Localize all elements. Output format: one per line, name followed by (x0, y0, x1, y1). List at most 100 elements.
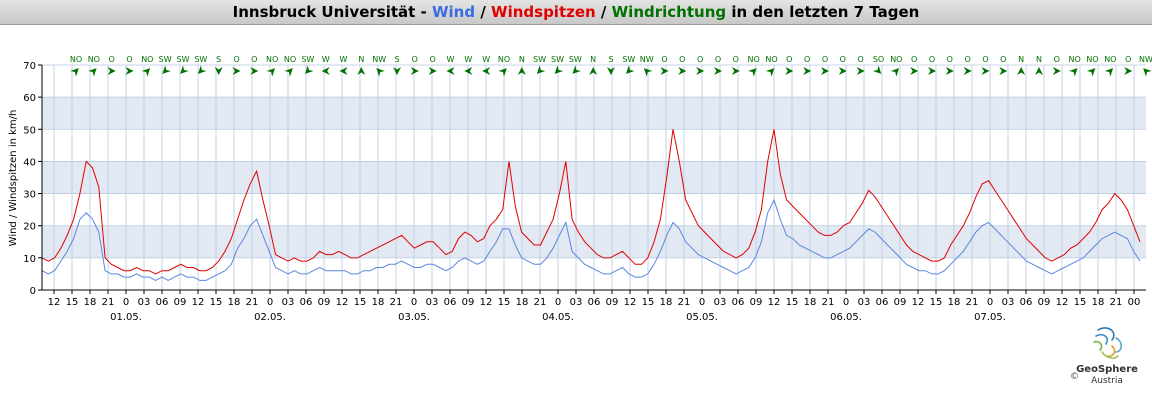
direction-arrow (214, 67, 223, 75)
x-tick-label: 06 (1020, 297, 1033, 308)
x-tick-label: 15 (210, 297, 223, 308)
x-tick-label: 09 (1038, 297, 1051, 308)
x-tick-label: 21 (102, 297, 115, 308)
direction-arrow (1069, 68, 1078, 77)
direction-label: O (1125, 55, 1131, 64)
direction-arrow (945, 67, 954, 75)
direction-arrow (765, 68, 775, 77)
direction-arrow (1124, 67, 1133, 75)
direction-arrow (125, 67, 134, 75)
direction-arrow (517, 67, 526, 75)
title-prefix: Innsbruck Universität - (232, 3, 432, 21)
direction-arrow (232, 67, 241, 75)
x-tick-label: 15 (354, 297, 367, 308)
series-line-wind (41, 198, 1141, 281)
direction-label: NO (748, 55, 760, 64)
direction-label: O (947, 55, 953, 64)
y-tick-label: 60 (23, 93, 36, 104)
x-tick-label: 21 (822, 297, 835, 308)
x-tick-label: 0 (411, 297, 417, 308)
x-tick-label: 21 (678, 297, 691, 308)
series-layer (41, 129, 1141, 281)
x-tick-label: 18 (804, 297, 817, 308)
direction-label: N (590, 55, 596, 64)
x-tick-label: 03 (1002, 297, 1015, 308)
y-tick-label: 20 (23, 222, 36, 233)
direction-arrow (1035, 67, 1043, 75)
direction-arrow (284, 68, 293, 77)
x-tick-label: 0 (267, 297, 273, 308)
direction-label: N (519, 55, 525, 64)
title-direction: Windrichtung (611, 3, 727, 21)
direction-arrow (162, 65, 171, 74)
plot-grid (42, 64, 1146, 290)
direction-arrow (856, 67, 865, 75)
geosphere-logo: GeoSphere Austria (1068, 322, 1146, 392)
direction-arrow (321, 67, 330, 75)
direction-label: SO (873, 55, 884, 64)
direction-label: SW (533, 55, 546, 64)
x-tick-label: 09 (318, 297, 331, 308)
x-tick-label: 0 (555, 297, 561, 308)
x-tick-label: 06 (732, 297, 745, 308)
x-tick-label: 21 (246, 297, 259, 308)
x-tick-label: 06 (300, 297, 313, 308)
direction-arrow (250, 67, 259, 75)
geosphere-logo-icon (1093, 327, 1123, 359)
direction-label: NO (890, 55, 902, 64)
direction-arrow (266, 68, 276, 77)
direction-arrow (339, 67, 348, 75)
direction-arrow (393, 67, 401, 75)
direction-arrow (981, 67, 990, 75)
y-tick-label: 40 (23, 157, 36, 168)
direction-label: NO (141, 55, 153, 64)
logo-sub: Austria (1091, 376, 1123, 386)
direction-arrow (696, 67, 705, 75)
x-tick-label: 03 (714, 297, 727, 308)
x-tick-label: 0 (123, 297, 129, 308)
x-tick-label: 12 (624, 297, 637, 308)
direction-arrow (731, 67, 740, 75)
x-tick-label: 03 (426, 297, 439, 308)
x-tick-label: 18 (948, 297, 961, 308)
logo-name: GeoSphere (1076, 364, 1138, 375)
direction-arrow (376, 68, 385, 77)
day-label: 01.05. (110, 312, 142, 323)
direction-label: W (340, 55, 348, 64)
direction-label: O (661, 55, 667, 64)
direction-label: W (482, 55, 490, 64)
y-axis-label: Wind / Windspitzen in km/h (8, 110, 19, 247)
x-tick-label: 12 (912, 297, 925, 308)
direction-label: NW (1139, 55, 1152, 64)
direction-label: S (608, 55, 613, 64)
direction-label: O (109, 55, 115, 64)
direction-label: N (358, 55, 364, 64)
direction-label: O (822, 55, 828, 64)
direction-arrow (141, 68, 151, 77)
direction-arrow (572, 65, 581, 74)
direction-label: O (697, 55, 703, 64)
title-suffix: in den letzten 7 Tagen (726, 3, 920, 21)
x-tick-label: 15 (66, 297, 79, 308)
x-tick-label: 09 (462, 297, 475, 308)
x-tick-label: 15 (786, 297, 799, 308)
direction-arrow (872, 65, 882, 74)
direction-label: NW (640, 55, 654, 64)
direction-label: SW (177, 55, 190, 64)
x-tick-label: 03 (570, 297, 583, 308)
title-sep1: / (475, 3, 492, 21)
direction-label: O (804, 55, 810, 64)
direction-arrow (536, 65, 546, 74)
x-tick-label: 09 (750, 297, 763, 308)
direction-label: O (840, 55, 846, 64)
x-tick-label: 21 (1110, 297, 1123, 308)
chart-title: Innsbruck Universität - Wind / Windspitz… (0, 0, 1152, 25)
direction-label: SW (301, 55, 314, 64)
direction-label: W (322, 55, 330, 64)
direction-label: W (464, 55, 472, 64)
x-tick-label: 12 (1056, 297, 1069, 308)
x-tick-label: 06 (156, 297, 169, 308)
x-tick-label: 15 (930, 297, 943, 308)
x-tick-label: 06 (588, 297, 601, 308)
x-tick-label: 18 (84, 297, 97, 308)
